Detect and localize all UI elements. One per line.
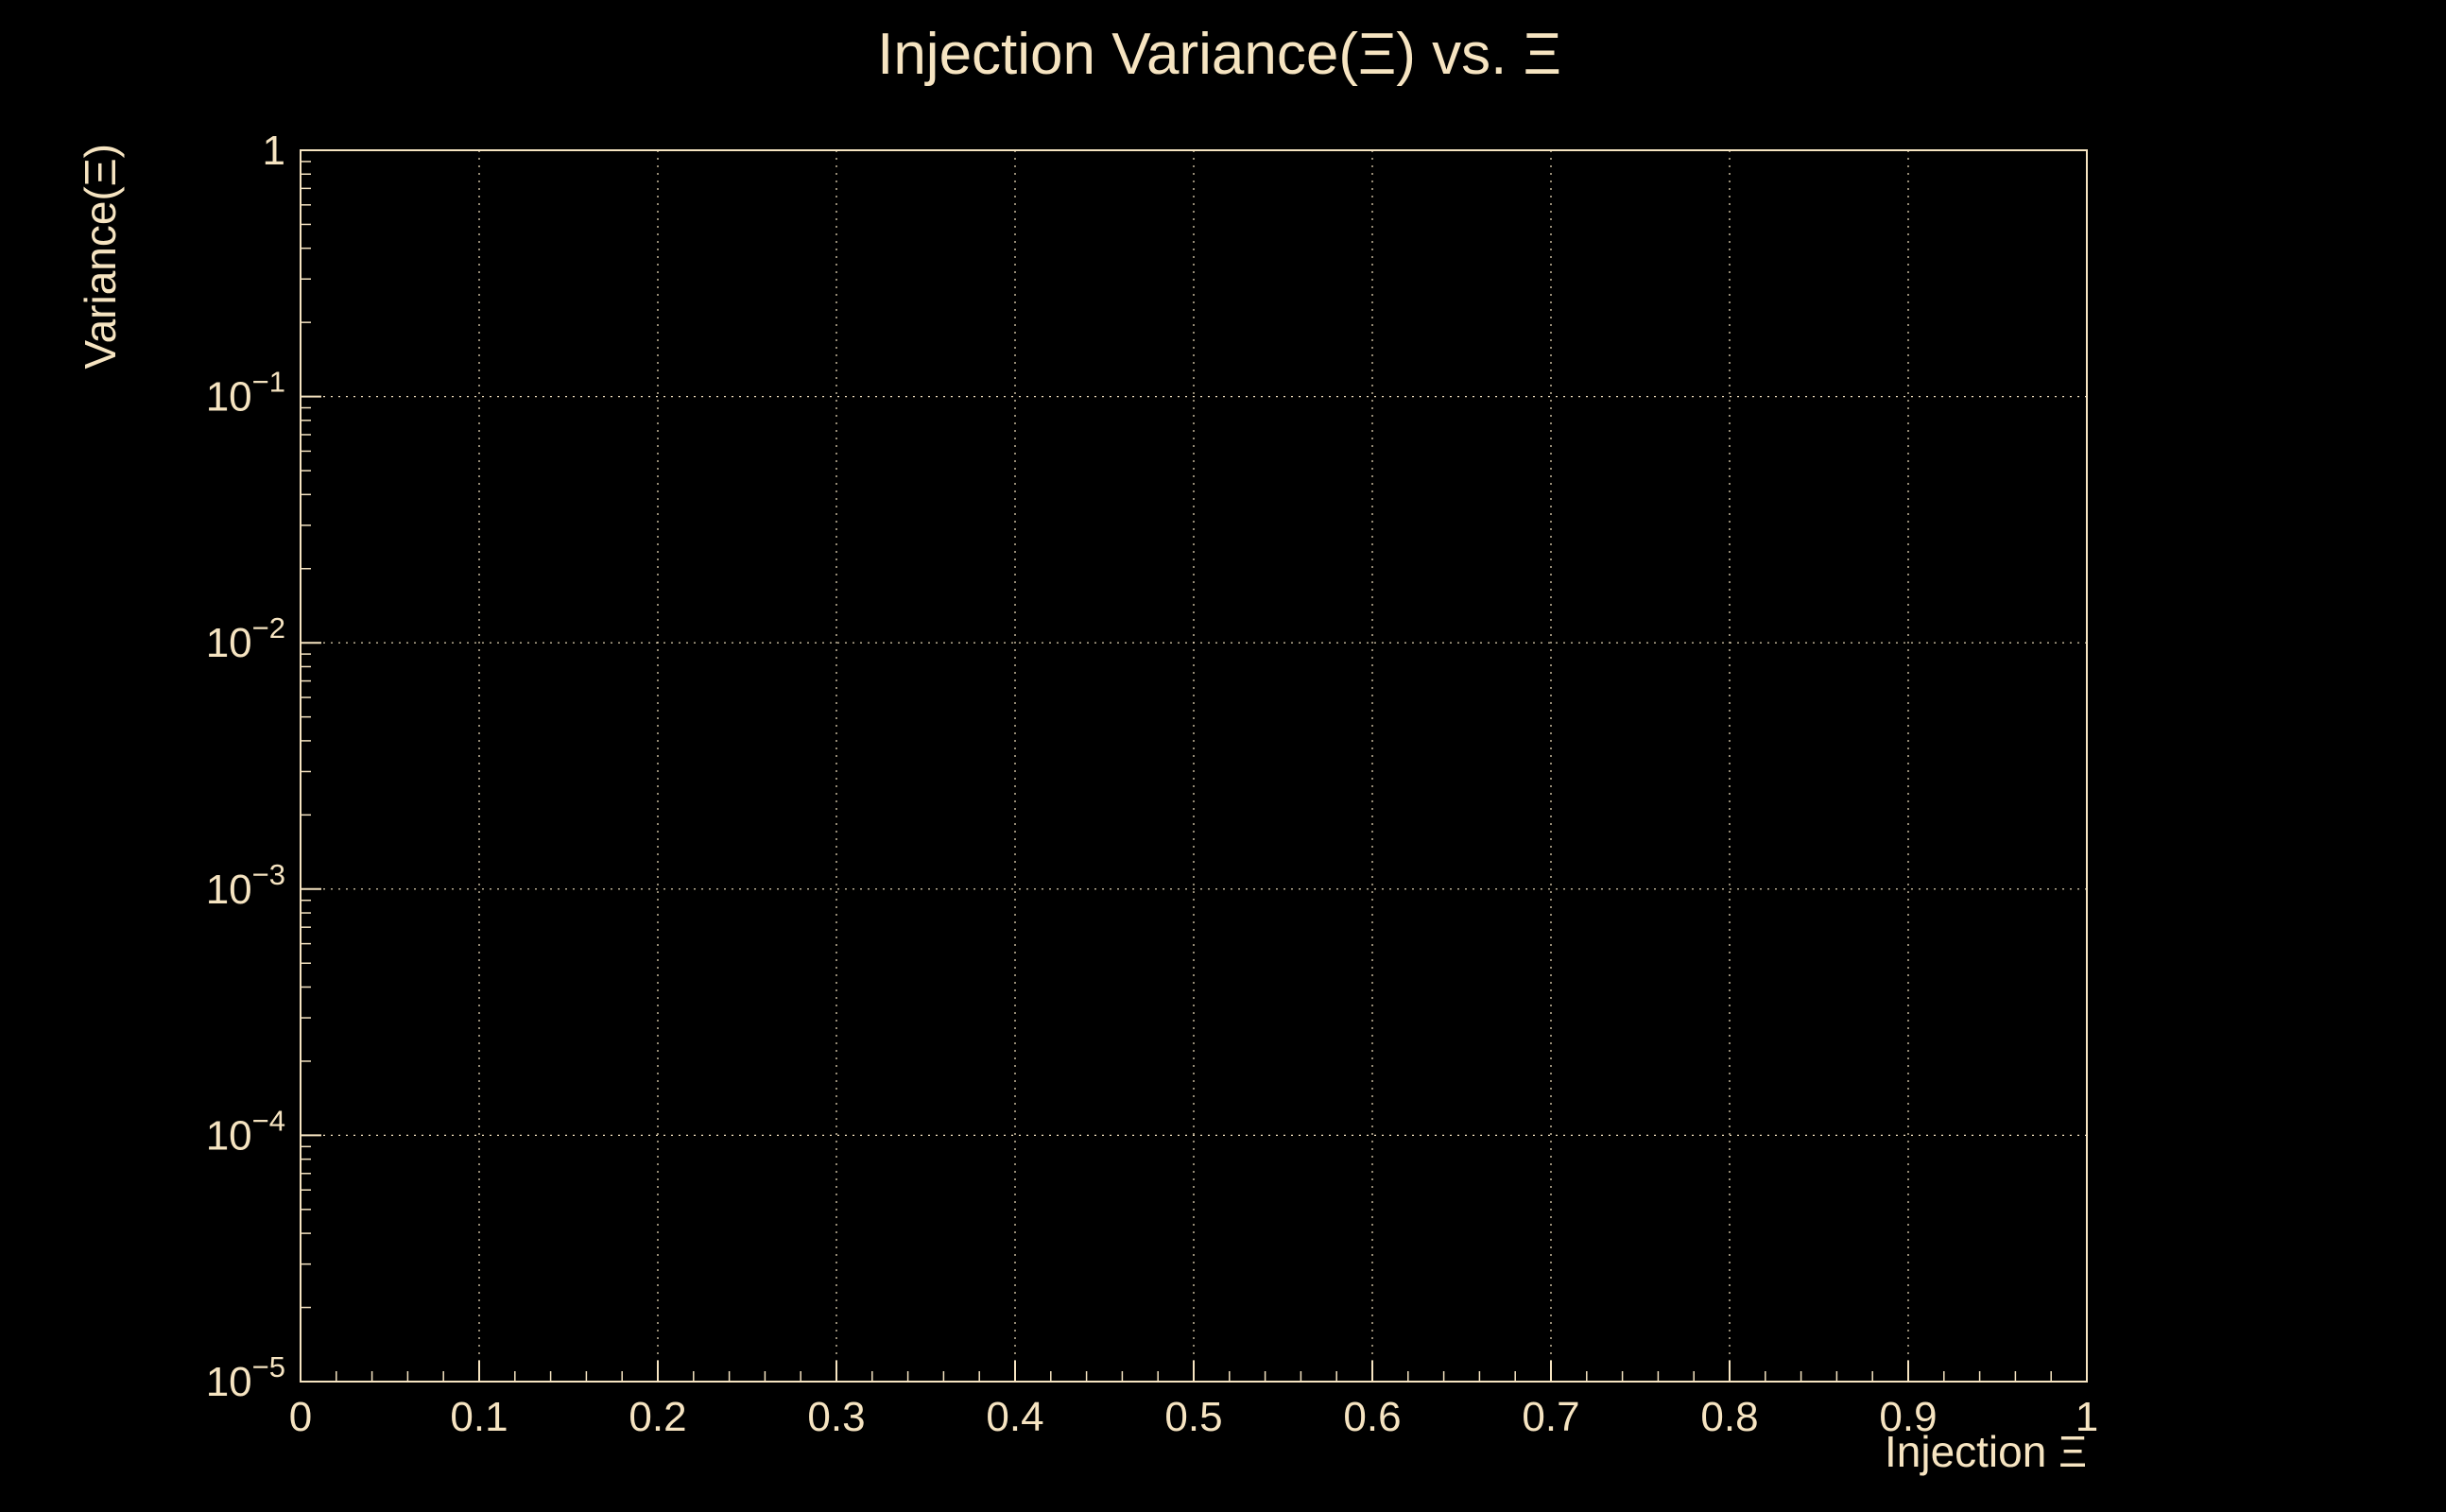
x-tick-label: 0.7	[1522, 1394, 1579, 1440]
y-tick-label: 10−5	[206, 1350, 285, 1405]
chart-title: Injection Variance(Ξ) vs. Ξ	[877, 22, 1561, 87]
x-tick-label: 0.9	[1879, 1394, 1937, 1440]
plot-frame-group: 0 0.1 0.2 0.3 0.4 0.5 0.6 0.7 0.8 0.9 1 1 10−1 10−2 10…	[206, 128, 2099, 1440]
plot-frame	[300, 149, 2088, 1383]
y-axis-label: Variance(Ξ)	[76, 144, 125, 369]
y-tick-label: 10−4	[206, 1104, 285, 1159]
y-tick-label: 1	[263, 128, 285, 174]
x-tick-label: 0.3	[807, 1394, 865, 1440]
y-tick-label: 10−3	[206, 858, 285, 913]
x-tick-label: 0.8	[1700, 1394, 1758, 1440]
x-tick-label: 0.2	[629, 1394, 686, 1440]
x-tick-label: 0.5	[1164, 1394, 1222, 1440]
x-tick-label: 0.6	[1343, 1394, 1401, 1440]
x-tick-label: 0.1	[450, 1394, 508, 1440]
x-tick-label: 0.4	[986, 1394, 1043, 1440]
y-tick-label: 10−1	[206, 366, 285, 421]
x-tick-label: 0	[289, 1394, 312, 1440]
y-tick-label: 10−2	[206, 611, 285, 666]
x-axis-label: Injection Ξ	[1885, 1427, 2087, 1476]
x-tick-label: 1	[2076, 1394, 2098, 1440]
